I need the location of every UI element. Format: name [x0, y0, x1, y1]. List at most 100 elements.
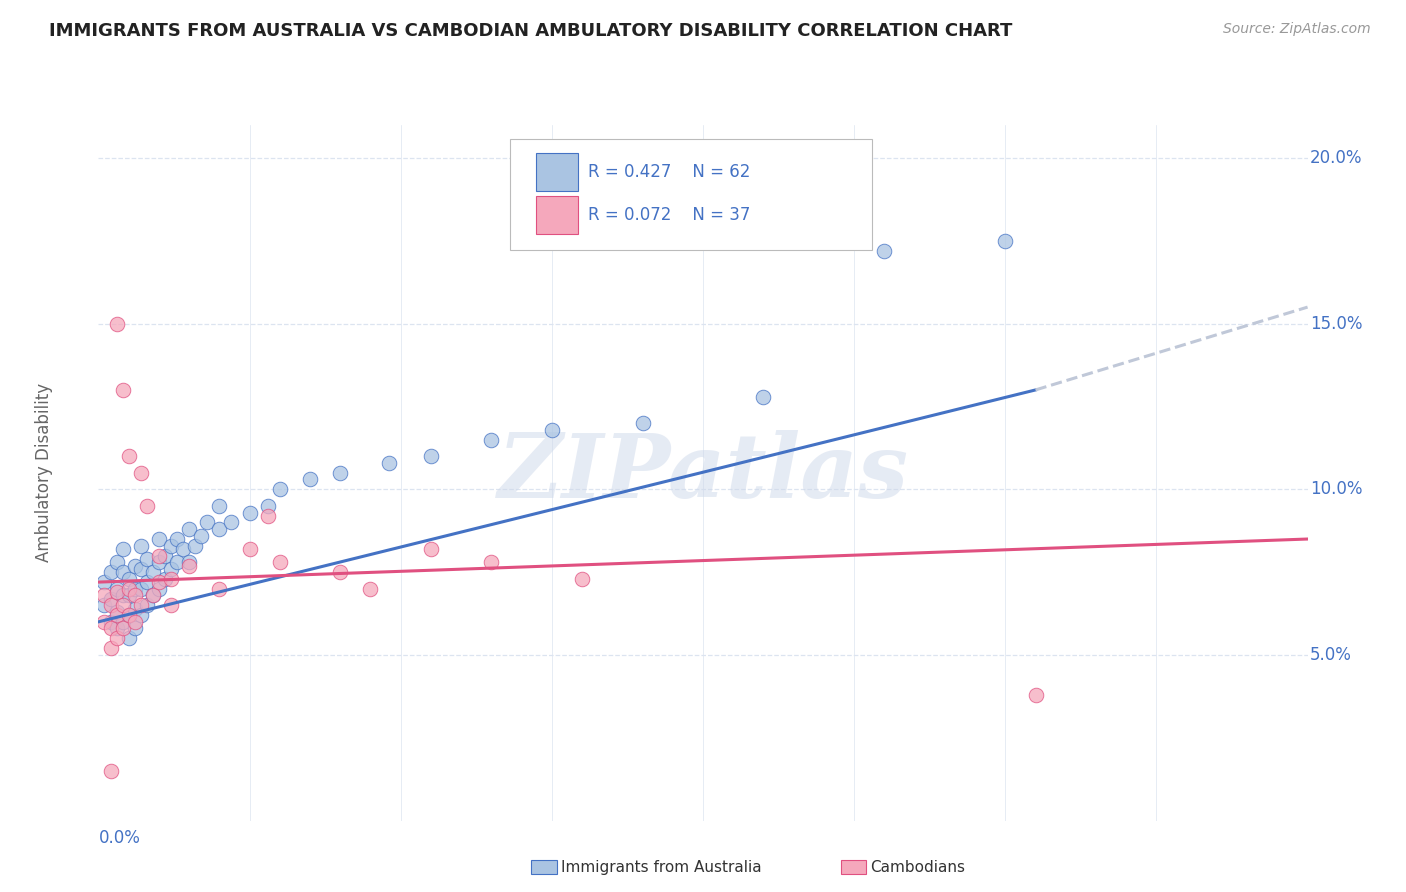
Point [93, 575, 115, 590]
Point [269, 483, 291, 497]
Point [118, 632, 141, 646]
Point [190, 529, 212, 543]
Point [129, 562, 152, 576]
Point [135, 499, 157, 513]
Point [111, 588, 134, 602]
Point [100, 615, 122, 629]
Text: Immigrants from Australia: Immigrants from Australia [561, 860, 762, 874]
Point [142, 588, 165, 602]
Point [160, 539, 183, 553]
Point [105, 585, 128, 599]
Point [124, 588, 146, 602]
Point [166, 532, 188, 546]
Point [100, 565, 122, 579]
Point [93, 588, 115, 602]
Point [208, 522, 231, 536]
Point [177, 522, 201, 536]
Point [360, 582, 382, 596]
Text: IMMIGRANTS FROM AUSTRALIA VS CAMBODIAN AMBULATORY DISABILITY CORRELATION CHART: IMMIGRANTS FROM AUSTRALIA VS CAMBODIAN A… [49, 22, 1012, 40]
Point [256, 499, 278, 513]
Point [105, 605, 128, 619]
Point [135, 552, 157, 566]
Point [208, 582, 231, 596]
Point [129, 582, 152, 596]
Point [124, 615, 146, 629]
Point [135, 599, 157, 613]
Point [177, 558, 201, 573]
Point [135, 575, 157, 590]
Point [118, 582, 141, 596]
Point [419, 541, 441, 556]
Point [118, 588, 141, 602]
Point [105, 317, 128, 331]
Point [124, 601, 146, 615]
Point [419, 449, 441, 463]
Point [93, 599, 115, 613]
Point [208, 499, 231, 513]
Point [105, 582, 128, 596]
Point [111, 622, 134, 636]
Point [221, 516, 243, 530]
Text: 10.0%: 10.0% [1310, 480, 1362, 499]
Point [148, 549, 170, 563]
Point [100, 764, 122, 778]
Text: 5.0%: 5.0% [1310, 646, 1353, 664]
Point [105, 555, 128, 569]
Point [124, 582, 146, 596]
Point [994, 234, 1017, 248]
Point [118, 449, 141, 463]
Point [239, 541, 262, 556]
Text: 15.0%: 15.0% [1310, 315, 1362, 333]
Point [481, 555, 503, 569]
Point [148, 582, 170, 596]
Text: R = 0.072    N = 37: R = 0.072 N = 37 [588, 206, 751, 224]
Point [111, 615, 134, 629]
Point [160, 572, 183, 586]
Point [239, 506, 262, 520]
Text: 20.0%: 20.0% [1310, 149, 1362, 167]
Point [111, 383, 134, 397]
Point [256, 508, 278, 523]
Point [142, 565, 165, 579]
Point [111, 541, 134, 556]
FancyBboxPatch shape [536, 196, 578, 235]
Point [481, 433, 503, 447]
Text: Source: ZipAtlas.com: Source: ZipAtlas.com [1223, 22, 1371, 37]
Point [129, 608, 152, 623]
Point [571, 572, 593, 586]
Point [184, 539, 207, 553]
Point [195, 516, 218, 530]
Text: Cambodians: Cambodians [870, 860, 966, 874]
Point [873, 244, 896, 258]
Point [142, 588, 165, 602]
Point [129, 466, 152, 480]
Point [166, 555, 188, 569]
Point [111, 565, 134, 579]
Point [329, 565, 352, 579]
Text: 0.0%: 0.0% [98, 829, 141, 847]
Point [153, 549, 176, 563]
Point [269, 555, 291, 569]
Point [118, 572, 141, 586]
Point [100, 622, 122, 636]
Point [111, 599, 134, 613]
Point [105, 622, 128, 636]
FancyBboxPatch shape [509, 139, 872, 250]
Text: R = 0.427    N = 62: R = 0.427 N = 62 [588, 163, 751, 181]
Point [129, 539, 152, 553]
Point [118, 608, 141, 623]
Point [118, 608, 141, 623]
Point [377, 456, 399, 470]
Point [105, 632, 128, 646]
Point [148, 555, 170, 569]
Point [1024, 688, 1046, 702]
Point [752, 390, 775, 404]
Point [153, 572, 176, 586]
FancyBboxPatch shape [536, 153, 578, 191]
Point [160, 599, 183, 613]
Point [148, 532, 170, 546]
Text: ZIPatlas: ZIPatlas [498, 430, 908, 516]
Point [177, 555, 201, 569]
Point [172, 541, 194, 556]
Point [124, 558, 146, 573]
